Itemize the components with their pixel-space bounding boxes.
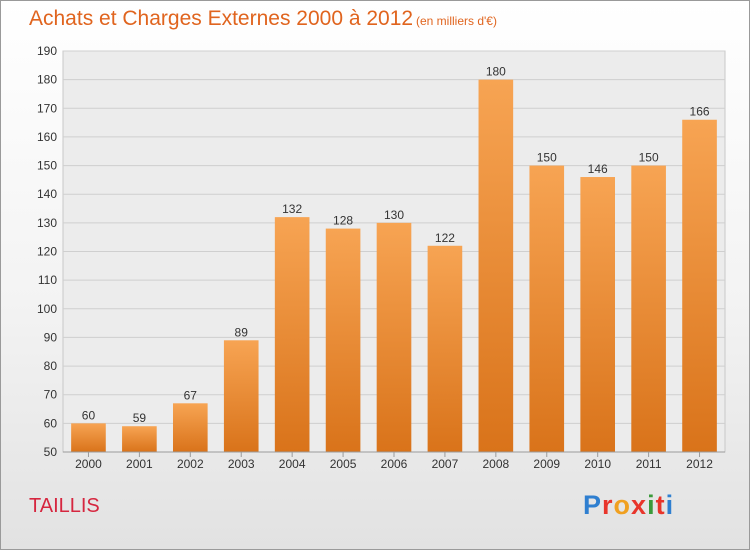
logo-letter: o	[613, 490, 632, 520]
data-label: 60	[82, 408, 96, 422]
bar	[274, 217, 310, 452]
logo-letter: x	[631, 490, 648, 520]
x-tick-label: 2010	[584, 457, 611, 471]
y-tick-label: 150	[37, 159, 57, 173]
y-tick-label: 170	[37, 101, 57, 115]
bar	[71, 423, 106, 452]
bar	[325, 228, 361, 452]
data-label: 146	[588, 162, 608, 176]
x-tick-label: 2011	[636, 457, 662, 471]
bar	[172, 403, 208, 452]
bar	[529, 165, 565, 453]
y-tick-label: 140	[37, 187, 57, 201]
x-axis-ticks: 2000 2001 2002 2003 2004 2005 2006 2007 2008 2009…	[75, 452, 713, 471]
bar	[682, 119, 717, 452]
data-label: 150	[639, 151, 659, 165]
y-tick-label: 110	[38, 273, 57, 287]
x-tick-label: 2003	[228, 457, 255, 471]
data-label: 130	[384, 208, 404, 222]
y-tick-label: 60	[44, 416, 58, 430]
chart-subtitle: (en milliers d'€)	[416, 14, 497, 28]
x-tick-label: 2007	[432, 457, 459, 471]
y-tick-label: 120	[37, 245, 57, 259]
x-tick-label: 2005	[330, 457, 357, 471]
data-label: 150	[537, 151, 557, 165]
data-label: 132	[282, 202, 302, 216]
y-tick-label: 90	[44, 330, 58, 344]
x-tick-label: 2006	[381, 457, 408, 471]
data-label: 166	[690, 105, 710, 119]
bar	[631, 165, 666, 453]
x-tick-label: 2012	[686, 457, 713, 471]
logo-letter: P	[583, 490, 603, 520]
bar	[122, 426, 157, 452]
bar	[427, 245, 463, 452]
y-tick-label: 100	[37, 302, 57, 316]
x-tick-label: 2001	[126, 457, 153, 471]
bar	[376, 222, 412, 452]
x-tick-label: 2002	[177, 457, 204, 471]
proxiti-logo: Proxiti	[583, 490, 674, 521]
x-tick-label: 2004	[279, 457, 306, 471]
bar	[223, 340, 259, 452]
logo-letter: t	[655, 490, 666, 520]
data-label: 122	[435, 231, 455, 245]
x-tick-label: 2008	[482, 457, 509, 471]
y-tick-label: 70	[44, 388, 58, 402]
y-tick-label: 50	[44, 445, 58, 459]
x-tick-label: 2000	[75, 457, 102, 471]
logo-letter: i	[665, 490, 675, 520]
place-name: TAILLIS	[29, 495, 100, 517]
x-tick-label: 2009	[533, 457, 560, 471]
logo-letter: i	[647, 490, 656, 520]
data-label: 180	[486, 65, 506, 79]
data-label: 89	[235, 325, 249, 339]
bars	[71, 79, 717, 453]
logo-letter: r	[602, 490, 614, 520]
bar	[478, 79, 514, 453]
data-label: 128	[333, 214, 353, 228]
y-tick-label: 180	[37, 73, 57, 87]
chart-title: Achats et Charges Externes 2000 à 2012	[29, 7, 414, 30]
y-tick-label: 80	[44, 359, 58, 373]
data-label: 59	[133, 411, 147, 425]
y-axis-ticks: 50 60 70 80 90 100 110 120 130 140 150 160 170 180 190	[37, 44, 57, 459]
y-tick-label: 130	[37, 216, 57, 230]
bar	[580, 177, 616, 452]
y-tick-label: 160	[37, 130, 57, 144]
data-labels: 60 59 67 89 132 128 130 122 180 150 146 150 166	[82, 65, 710, 426]
y-tick-label: 190	[37, 44, 57, 58]
data-label: 67	[184, 388, 198, 402]
